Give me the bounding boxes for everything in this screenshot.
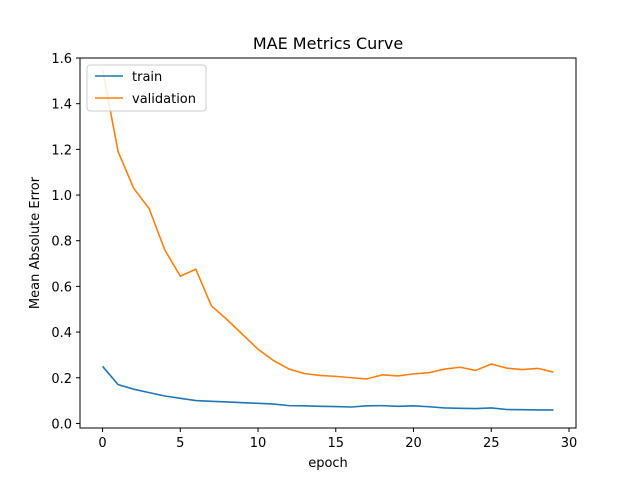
chart-title: MAE Metrics Curve [253, 34, 403, 53]
axes-frame [79, 57, 577, 429]
y-tick-label: 0.0 [51, 417, 72, 432]
legend-label-validation: validation [132, 92, 196, 107]
x-axis-label: epoch [308, 456, 348, 471]
x-tick-label: 10 [250, 436, 267, 451]
x-tick-label: 0 [98, 436, 106, 451]
series-line-train [101, 365, 554, 411]
y-tick-label: 1.2 [51, 143, 72, 158]
y-tick-label: 0.4 [51, 326, 72, 341]
y-tick-label: 1.0 [51, 189, 72, 204]
x-tick-label: 25 [483, 436, 500, 451]
x-tick-label: 20 [405, 436, 422, 451]
x-tick-label: 15 [328, 436, 345, 451]
legend-label-train: train [132, 70, 162, 85]
y-tick-label: 0.2 [51, 372, 72, 387]
plot-area [101, 69, 554, 411]
y-tick-label: 0.8 [51, 235, 72, 250]
legend: train validation [86, 64, 207, 112]
series-line-validation [101, 69, 554, 380]
y-tick-label: 0.6 [51, 280, 72, 295]
x-axis: 0 5 10 15 20 25 30 [98, 428, 577, 451]
y-tick-label: 1.6 [51, 52, 72, 67]
y-axis: 0.0 0.2 0.4 0.6 0.8 1.0 1.2 1.4 1.6 [51, 52, 80, 432]
x-tick-label: 5 [176, 436, 184, 451]
x-tick-label: 30 [561, 436, 578, 451]
y-axis-label: Mean Absolute Error [28, 176, 43, 309]
y-tick-label: 1.4 [51, 98, 72, 113]
